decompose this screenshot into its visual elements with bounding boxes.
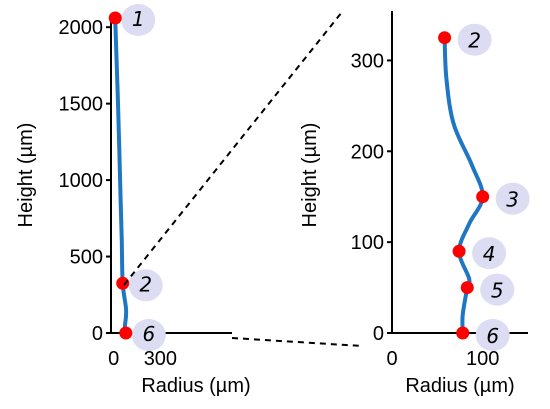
panel-zoom-marker-badge-4 (472, 237, 507, 270)
panel-overview-marker-badge-6 (131, 319, 166, 351)
panel-zoom-y-tick-label: 0 (373, 323, 384, 345)
panel-zoom-marker-point-4 (452, 244, 466, 258)
panel-zoom-curve (442, 35, 485, 335)
panel-overview-marker-label-6: 6 (142, 322, 155, 346)
panel-overview-marker-point-2 (116, 276, 130, 290)
panel-overview-marker-badge-1 (121, 4, 156, 36)
panel-overview-y-tick-label: 1000 (59, 170, 104, 192)
panel-overview-marker-label-2: 2 (139, 272, 152, 296)
panel-zoom-marker-point-3 (476, 190, 490, 204)
panel-zoom-marker-point-2 (438, 31, 452, 45)
panel-zoom-marker-label-3: 3 (506, 188, 519, 212)
panel-overview-y-axis-title: Height (µm) (15, 123, 37, 228)
panel-overview-y-tick-label: 0 (92, 323, 103, 345)
panel-zoom-ticks: 0 100 200 300 0 100 (351, 50, 500, 370)
panel-zoom-marker-label-6: 6 (486, 324, 499, 348)
panel-zoom-marker-label-5: 5 (491, 279, 504, 303)
panel-zoom-y-tick-label: 200 (351, 141, 384, 163)
panel-overview-x-tick-label: 300 (144, 348, 177, 370)
panel-zoom-marker-badge-5 (480, 273, 515, 306)
panel-overview-marker-label-1: 1 (132, 7, 145, 31)
panel-zoom-marker-point-5 (460, 281, 474, 295)
zoom-connector-top (123, 11, 343, 286)
panel-zoom-marker-badge-2 (457, 23, 492, 56)
panel-zoom-marker-label-4: 4 (483, 242, 496, 266)
panel-zoom-y-tick-label: 100 (351, 232, 384, 254)
panel-overview: 0 500 1000 1500 2000 0 300 Height (µm) Radius … (15, 4, 251, 397)
panel-zoom-x-axis-title: Radius (µm) (405, 375, 514, 397)
panel-zoom-marker-point-6 (456, 326, 470, 340)
panel-overview-curve (113, 16, 129, 335)
panel-zoom-marker-badge-3 (495, 182, 530, 215)
panel-zoom-y-axis-title: Height (µm) (299, 123, 321, 228)
panel-overview-y-tick-label: 500 (70, 247, 103, 269)
panel-overview-markers: 1 2 6 (108, 4, 166, 351)
panel-zoom: 0 100 200 300 0 100 Height (µm) Radius (µm) 2… (299, 11, 530, 397)
panel-zoom-markers: 2 3 4 5 6 (438, 23, 530, 351)
zoom-connector-bottom (231, 337, 363, 347)
panel-overview-marker-point-6 (119, 326, 133, 340)
panel-zoom-x-tick-label: 100 (466, 348, 499, 370)
panel-zoom-marker-badge-6 (475, 319, 510, 351)
panel-zoom-marker-label-2: 2 (468, 29, 481, 53)
panel-overview-series (113, 16, 129, 335)
zoom-connector-lines (123, 11, 363, 347)
panel-overview-marker-badge-2 (128, 269, 163, 302)
panel-zoom-y-tick-label: 300 (351, 50, 384, 72)
panel-zoom-series (442, 35, 485, 335)
panel-overview-marker-point-1 (108, 11, 122, 25)
panel-overview-ticks: 0 500 1000 1500 2000 0 300 (59, 17, 178, 370)
panel-overview-y-tick-label: 2000 (59, 17, 104, 39)
panel-overview-x-axis-title: Radius (µm) (141, 375, 250, 397)
panel-overview-y-tick-label: 1500 (59, 94, 104, 116)
panel-overview-x-tick-label: 0 (108, 348, 119, 370)
panel-zoom-x-tick-label: 0 (386, 348, 397, 370)
